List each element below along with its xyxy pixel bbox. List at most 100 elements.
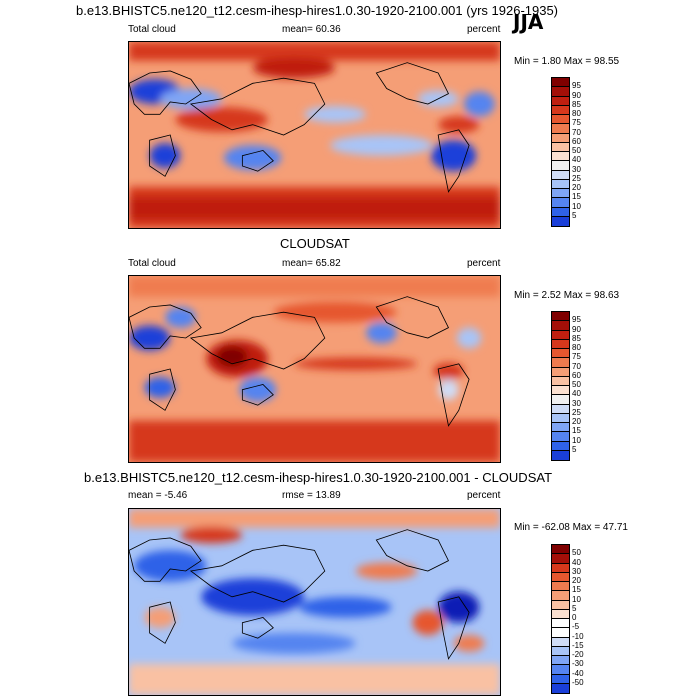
panel-2-map (128, 508, 501, 696)
panel-1-minmax: Min = 2.52 Max = 98.63 (514, 290, 620, 301)
colorbar-box (552, 142, 569, 152)
colorbar-box (552, 152, 569, 162)
panel-1-map (128, 275, 501, 463)
colorbar-tick-label: -50 (572, 677, 584, 687)
colorbar-tick-label: 90 (572, 324, 581, 334)
panel-0-minmax: Min = 1.80 Max = 98.55 (514, 56, 620, 67)
colorbar-box (552, 545, 569, 555)
panel-0-units: percent (467, 24, 501, 35)
colorbar-box (552, 349, 569, 359)
colorbar-box (552, 216, 569, 226)
colorbar-box (552, 563, 569, 573)
colorbar-box (552, 321, 569, 331)
panel-2-heading: b.e13.BHISTC5.ne120_t12.cesm-ihesp-hires… (84, 470, 553, 485)
colorbar-box (552, 441, 569, 451)
colorbar-box (552, 386, 569, 396)
colorbar-tick-label: 20 (572, 576, 581, 585)
colorbar-box (552, 600, 569, 610)
colorbar-tick-label: 20 (572, 183, 581, 192)
colorbar-box (552, 115, 569, 125)
panel-0-mean: mean= 60.36 (282, 24, 341, 35)
colorbar-box (552, 432, 569, 442)
colorbar-tick-label: 70 (572, 127, 581, 137)
colorbar-box (552, 395, 569, 405)
colorbar-box (552, 179, 569, 189)
panel-2-minmax: Min = -62.08 Max = 47.71 (514, 522, 628, 533)
colorbar-tick-label: -5 (572, 622, 580, 632)
colorbar-box (552, 413, 569, 423)
colorbar-tick-label: 75 (572, 118, 581, 128)
colorbar-tick-label: 60 (572, 370, 581, 380)
colorbar-box (552, 105, 569, 115)
colorbar-tick-label: 50 (572, 548, 581, 558)
colorbar-tick-label: 5 (572, 603, 577, 613)
colorbar-box (552, 637, 569, 647)
colorbar-box (552, 339, 569, 349)
colorbar-box (552, 582, 569, 592)
panel-0-field (129, 42, 500, 228)
panel-1-variable: Total cloud (128, 258, 176, 269)
colorbar-box (552, 330, 569, 340)
panel-2-colorbar (551, 544, 570, 694)
panel-1-heading: CLOUDSAT (280, 236, 350, 251)
panel-2-field (129, 509, 500, 695)
colorbar-tick-label: 95 (572, 81, 581, 91)
colorbar-box (552, 646, 569, 656)
colorbar-tick-label: 25 (572, 173, 581, 183)
colorbar-box (552, 628, 569, 638)
colorbar-tick-label: 40 (572, 155, 581, 165)
season-label: JJA (513, 10, 544, 34)
panel-1-mean: mean= 65.82 (282, 258, 341, 269)
colorbar-tick-label: 95 (572, 315, 581, 325)
colorbar-tick-label: 25 (572, 407, 581, 417)
colorbar-box (552, 423, 569, 433)
colorbar-tick-label: 10 (572, 201, 581, 211)
colorbar-tick-label: 30 (572, 566, 581, 576)
colorbar-box (552, 170, 569, 180)
figure-title: b.e13.BHISTC5.ne120_t12.cesm-ihesp-hires… (76, 3, 559, 18)
colorbar-tick-label: -15 (572, 640, 584, 650)
colorbar-box (552, 683, 569, 693)
colorbar-tick-label: 30 (572, 398, 581, 408)
colorbar-tick-label: 15 (572, 426, 581, 436)
colorbar-tick-label: 50 (572, 146, 581, 155)
panel-0-colorbar (551, 77, 570, 227)
panel-1-field (129, 276, 500, 462)
colorbar-box (552, 124, 569, 134)
colorbar-box (552, 554, 569, 564)
panel-2-mean: mean = -5.46 (128, 490, 188, 501)
colorbar-box (552, 376, 569, 386)
colorbar-box (552, 161, 569, 171)
colorbar-tick-label: 10 (572, 435, 581, 445)
colorbar-box (552, 358, 569, 368)
panel-2-units: percent (467, 490, 501, 501)
colorbar-tick-label: 50 (572, 380, 581, 389)
colorbar-tick-label: 85 (572, 333, 581, 343)
panel-0-map (128, 41, 501, 229)
colorbar-box (552, 189, 569, 199)
colorbar-tick-label: -10 (572, 631, 584, 641)
colorbar-tick-label: 80 (572, 109, 581, 118)
colorbar-box (552, 665, 569, 675)
colorbar-tick-label: 85 (572, 99, 581, 109)
colorbar-tick-label: 0 (572, 613, 577, 622)
colorbar-tick-label: 90 (572, 90, 581, 100)
colorbar-tick-label: -20 (572, 650, 584, 659)
panel-1-colorbar (551, 311, 570, 461)
colorbar-box (552, 572, 569, 582)
colorbar-tick-label: 40 (572, 557, 581, 567)
colorbar-box (552, 450, 569, 460)
colorbar-tick-label: 30 (572, 164, 581, 174)
colorbar-tick-label: 10 (572, 594, 581, 604)
colorbar-tick-label: -40 (572, 668, 584, 678)
colorbar-box (552, 591, 569, 601)
colorbar-box (552, 87, 569, 97)
colorbar-box (552, 207, 569, 217)
colorbar-box (552, 312, 569, 322)
colorbar-box (552, 96, 569, 106)
panel-1-units: percent (467, 258, 501, 269)
colorbar-tick-label: 75 (572, 352, 581, 362)
colorbar-box (552, 674, 569, 684)
colorbar-tick-label: 60 (572, 136, 581, 146)
colorbar-box (552, 78, 569, 88)
